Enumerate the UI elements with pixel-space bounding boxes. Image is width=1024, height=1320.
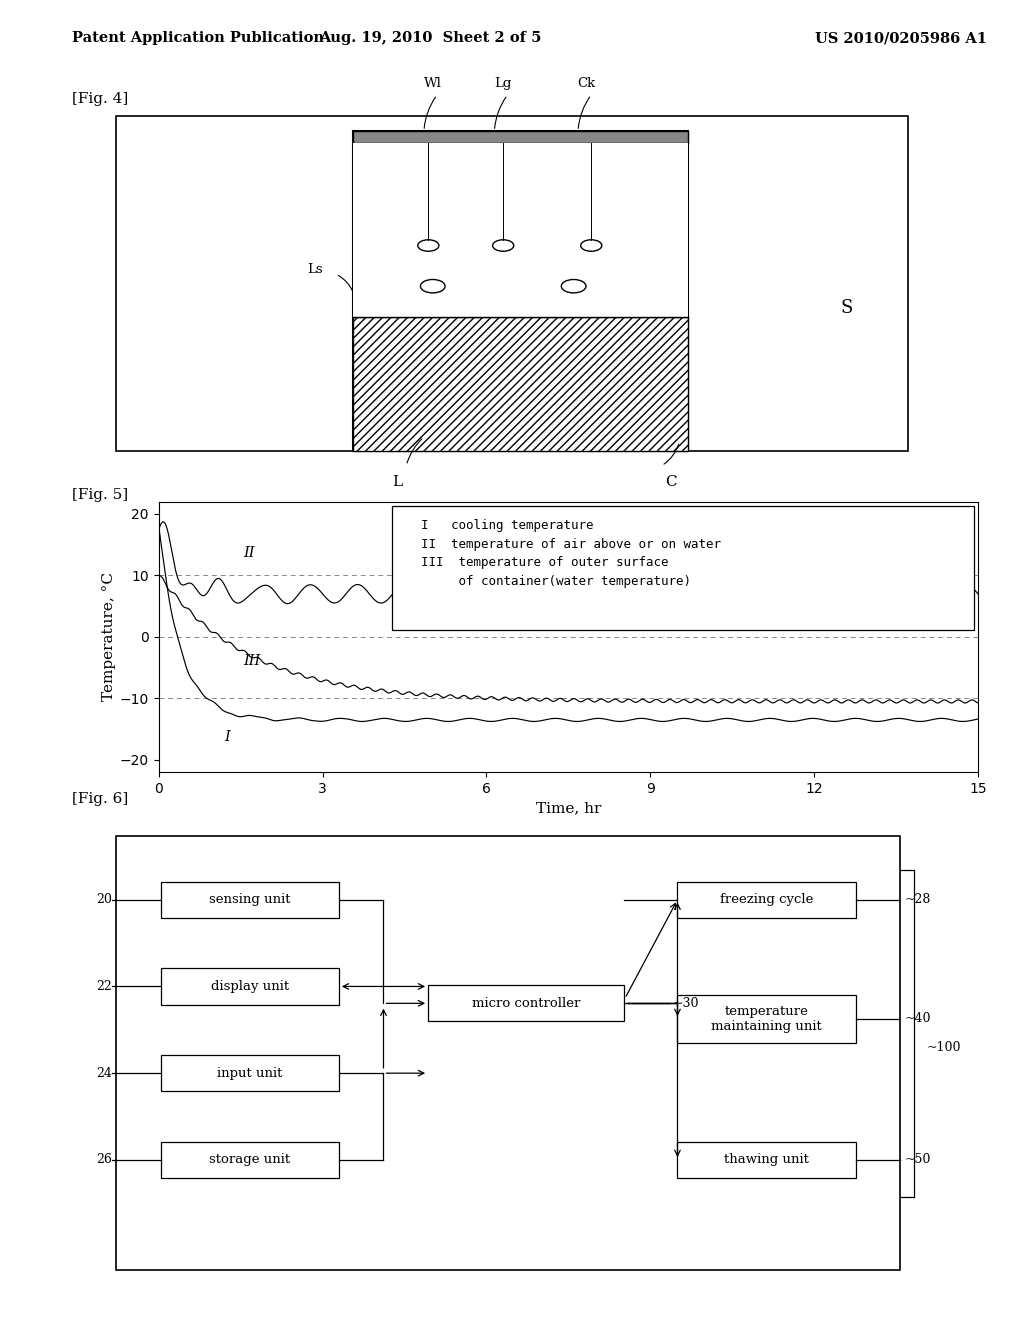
Text: freezing cycle: freezing cycle [720, 894, 813, 907]
Text: 20: 20 [96, 894, 112, 907]
Text: sensing unit: sensing unit [209, 894, 291, 907]
Text: ~28: ~28 [904, 894, 931, 907]
Text: [Fig. 6]: [Fig. 6] [72, 792, 128, 807]
Text: Lg: Lg [495, 77, 512, 90]
Y-axis label: Temperature, °C: Temperature, °C [101, 573, 116, 701]
Text: C: C [665, 475, 676, 490]
Text: 24: 24 [96, 1067, 112, 1080]
Bar [353, 317, 688, 451]
X-axis label: Time, hr: Time, hr [536, 801, 601, 816]
Text: II: II [244, 546, 255, 560]
Bar [428, 985, 624, 1022]
Text: US 2010/0205986 A1: US 2010/0205986 A1 [815, 32, 987, 45]
Bar [353, 131, 688, 143]
Text: III: III [244, 653, 261, 668]
Bar [678, 995, 856, 1043]
Text: Wl: Wl [424, 77, 441, 90]
Text: I: I [224, 730, 230, 744]
Bar [117, 836, 900, 1270]
Text: input unit: input unit [217, 1067, 283, 1080]
Bar [678, 1142, 856, 1177]
Text: ~30: ~30 [673, 997, 699, 1010]
Text: Ls: Ls [307, 263, 323, 276]
Bar [116, 116, 908, 451]
Text: ~50: ~50 [904, 1154, 931, 1167]
Text: S: S [841, 298, 853, 317]
Bar [161, 969, 339, 1005]
Text: I   cooling temperature
II  temperature of air above or on water
III  temperatur: I cooling temperature II temperature of … [421, 519, 721, 587]
Text: Ck: Ck [578, 77, 596, 90]
Text: micro controller: micro controller [472, 997, 581, 1010]
Text: L: L [392, 475, 402, 490]
FancyBboxPatch shape [392, 506, 974, 630]
Text: storage unit: storage unit [209, 1154, 291, 1167]
Text: thawing unit: thawing unit [724, 1154, 809, 1167]
Bar [678, 882, 856, 917]
Text: [Fig. 5]: [Fig. 5] [72, 488, 128, 503]
Bar [161, 882, 339, 917]
Text: [Fig. 4]: [Fig. 4] [72, 92, 128, 107]
Text: Patent Application Publication: Patent Application Publication [72, 32, 324, 45]
Bar [353, 143, 688, 317]
Text: 22: 22 [96, 979, 112, 993]
Text: Aug. 19, 2010  Sheet 2 of 5: Aug. 19, 2010 Sheet 2 of 5 [318, 32, 542, 45]
Bar [161, 1055, 339, 1092]
Text: 26: 26 [96, 1154, 112, 1167]
Text: ~40: ~40 [904, 1012, 931, 1026]
Bar [353, 131, 688, 451]
Bar [161, 1142, 339, 1177]
Text: temperature
maintaining unit: temperature maintaining unit [712, 1005, 822, 1034]
Text: display unit: display unit [211, 979, 289, 993]
Text: ~100: ~100 [927, 1041, 962, 1055]
